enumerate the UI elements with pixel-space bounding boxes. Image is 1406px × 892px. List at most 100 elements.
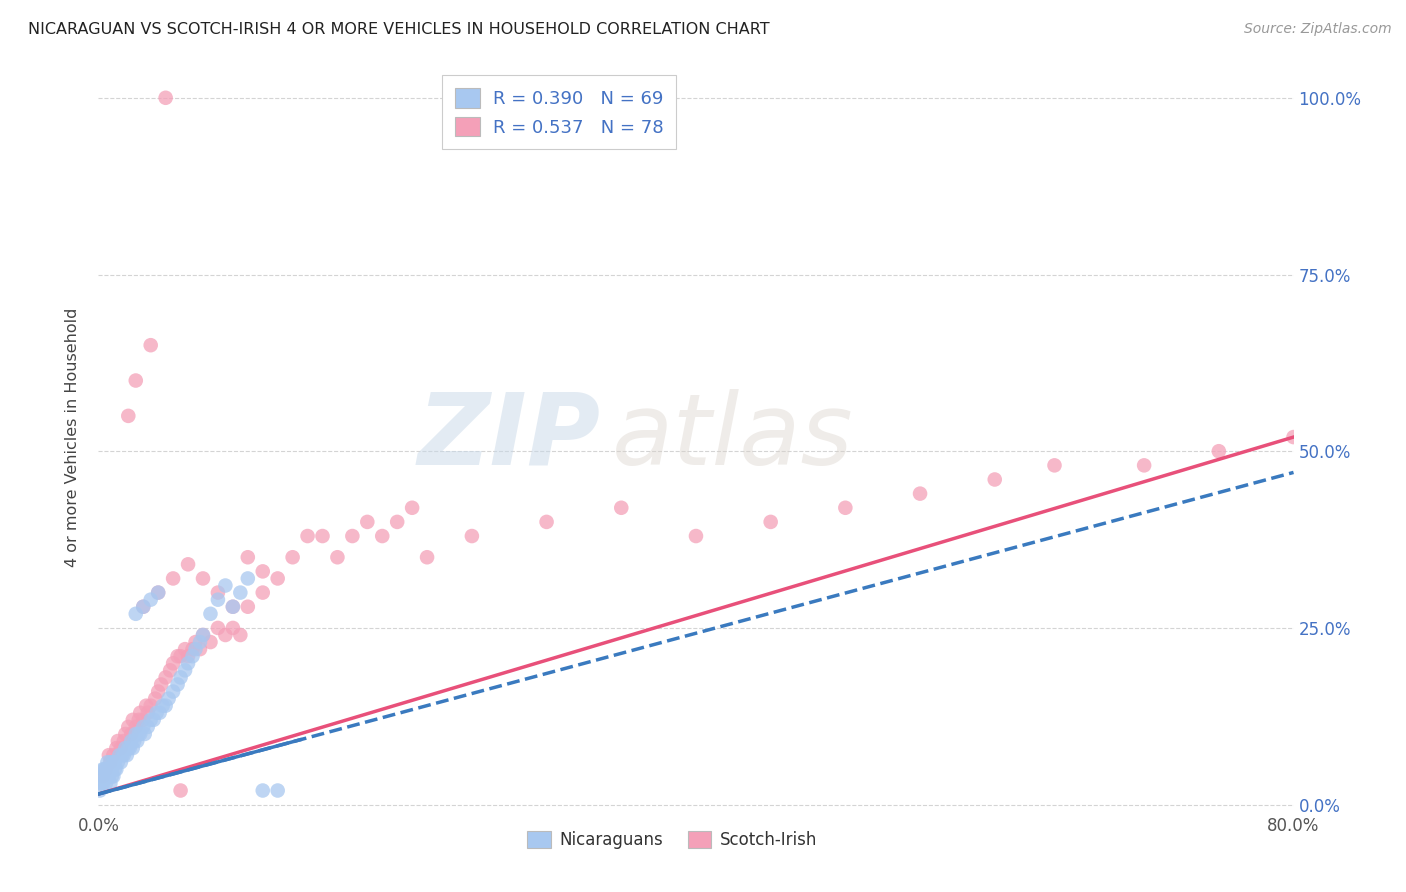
Point [326, 550, 349, 565]
Point [135, 698, 157, 713]
Point [401, 500, 423, 515]
Point [101, 762, 124, 776]
Point [98, 756, 122, 770]
Point [191, 571, 214, 585]
Text: NICARAGUAN VS SCOTCH-IRISH 4 OR MORE VEHICLES IN HOUSEHOLD CORRELATION CHART: NICARAGUAN VS SCOTCH-IRISH 4 OR MORE VEH… [28, 22, 769, 37]
Point [342, 529, 364, 543]
Point [166, 677, 188, 691]
Point [152, 698, 174, 713]
Point [101, 769, 124, 783]
Point [984, 473, 1007, 487]
Point [169, 783, 191, 797]
Point [150, 677, 173, 691]
Point [281, 550, 304, 565]
Point [184, 635, 207, 649]
Point [89, 783, 111, 797]
Point [685, 529, 707, 543]
Point [148, 585, 170, 599]
Text: atlas: atlas [613, 389, 853, 485]
Legend: Nicaraguans, Scotch-Irish: Nicaraguans, Scotch-Irish [520, 824, 824, 855]
Point [90, 776, 112, 790]
Point [148, 585, 170, 599]
Point [222, 621, 245, 635]
Point [107, 756, 129, 770]
Point [149, 706, 172, 720]
Point [191, 628, 214, 642]
Point [98, 776, 122, 790]
Point [103, 756, 125, 770]
Point [91, 762, 114, 776]
Point [1043, 458, 1066, 473]
Point [207, 592, 229, 607]
Point [93, 762, 115, 776]
Point [139, 338, 162, 352]
Point [112, 734, 135, 748]
Point [174, 642, 197, 657]
Point [371, 529, 394, 543]
Point [236, 599, 259, 614]
Point [169, 649, 191, 664]
Point [908, 486, 931, 500]
Point [191, 628, 214, 642]
Point [97, 748, 120, 763]
Point [236, 571, 259, 585]
Point [155, 91, 177, 105]
Point [229, 628, 252, 642]
Point [200, 635, 222, 649]
Point [174, 664, 197, 678]
Point [136, 706, 159, 720]
Point [105, 741, 128, 756]
Point [120, 727, 142, 741]
Point [90, 769, 112, 783]
Point [236, 550, 259, 565]
Point [169, 670, 191, 684]
Point [610, 500, 633, 515]
Point [94, 762, 117, 776]
Point [96, 756, 118, 770]
Point [97, 769, 120, 783]
Point [136, 720, 159, 734]
Point [91, 776, 114, 790]
Point [96, 769, 118, 783]
Point [385, 515, 409, 529]
Point [177, 657, 200, 671]
Point [125, 720, 148, 734]
Point [145, 706, 167, 720]
Point [134, 727, 156, 741]
Point [97, 762, 120, 776]
Point [297, 529, 319, 543]
Point [114, 741, 136, 756]
Point [118, 741, 141, 756]
Point [129, 727, 152, 741]
Point [759, 515, 782, 529]
Point [94, 776, 117, 790]
Point [356, 515, 378, 529]
Point [207, 621, 229, 635]
Point [117, 741, 139, 756]
Point [98, 756, 122, 770]
Point [132, 720, 155, 734]
Point [114, 727, 136, 741]
Text: ZIP: ZIP [418, 389, 600, 485]
Point [267, 571, 290, 585]
Point [252, 783, 274, 797]
Point [142, 713, 165, 727]
Point [311, 529, 333, 543]
Point [184, 642, 207, 657]
Point [214, 578, 236, 592]
Point [94, 762, 117, 776]
Point [125, 374, 148, 388]
Point [1282, 430, 1305, 444]
Point [159, 664, 181, 678]
Point [157, 691, 180, 706]
Point [115, 748, 138, 763]
Point [124, 734, 146, 748]
Point [110, 756, 132, 770]
Point [91, 769, 114, 783]
Point [214, 628, 236, 642]
Point [107, 734, 129, 748]
Point [103, 769, 125, 783]
Point [267, 783, 290, 797]
Point [177, 558, 200, 572]
Point [188, 635, 211, 649]
